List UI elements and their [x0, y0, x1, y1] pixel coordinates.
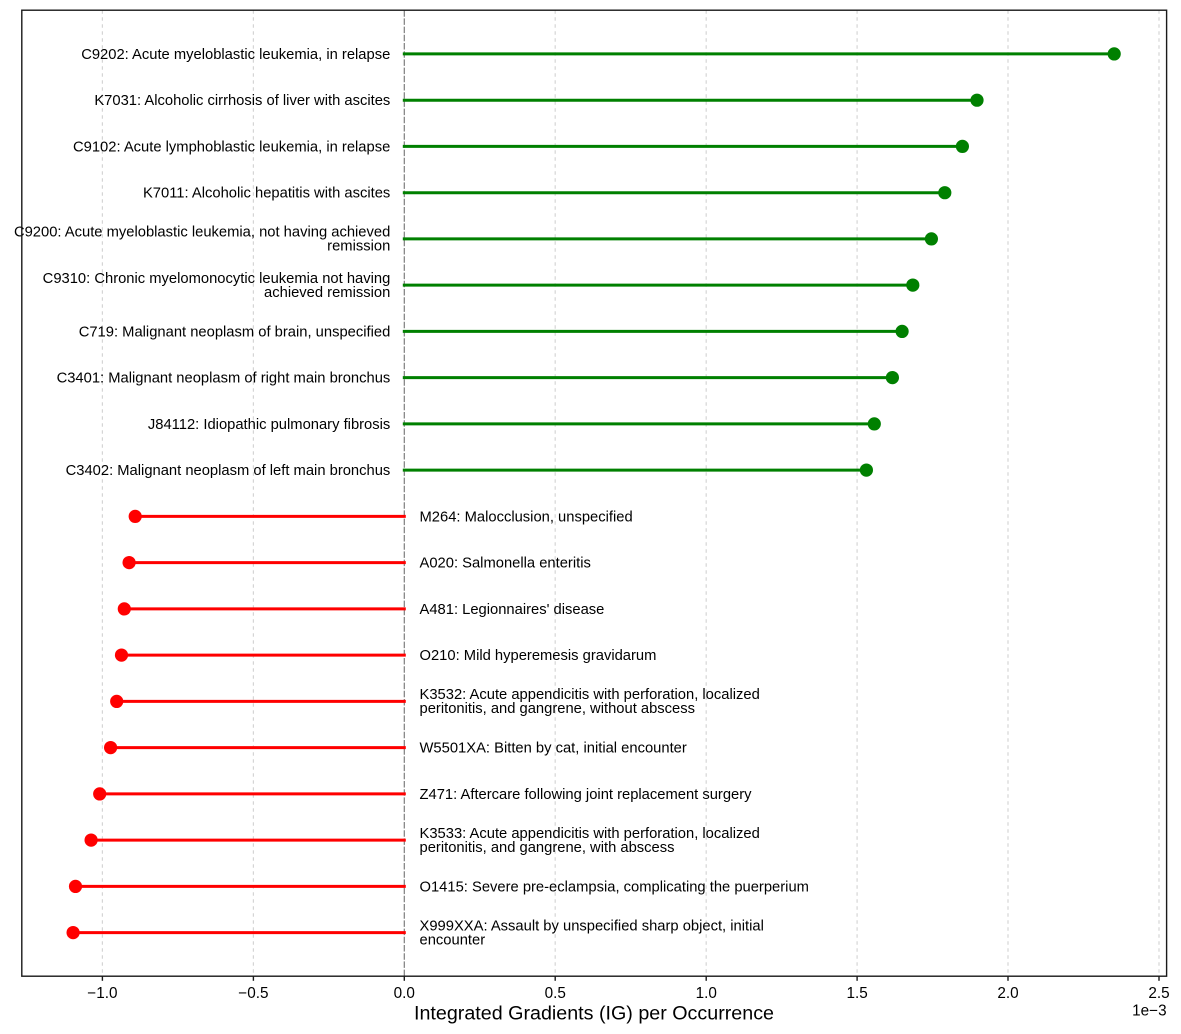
svg-text:1.0: 1.0: [696, 985, 717, 1002]
svg-text:A020: Salmonella enteritis: A020: Salmonella enteritis: [420, 556, 591, 572]
svg-text:K3533: Acute appendicitis with: K3533: Acute appendicitis with perforati…: [420, 826, 760, 842]
svg-text:M264: Malocclusion, unspecifie: M264: Malocclusion, unspecified: [420, 509, 633, 525]
svg-text:Integrated Gradients (IG) per: Integrated Gradients (IG) per Occurrence: [414, 1002, 774, 1024]
svg-text:achieved remission: achieved remission: [264, 285, 390, 301]
svg-text:K7031: Alcoholic cirrhosis of: K7031: Alcoholic cirrhosis of liver with…: [94, 93, 390, 109]
svg-text:−1.0: −1.0: [87, 985, 117, 1002]
svg-text:2.5: 2.5: [1148, 985, 1169, 1002]
svg-text:O1415: Severe pre-eclampsia, c: O1415: Severe pre-eclampsia, complicatin…: [420, 879, 809, 895]
svg-text:peritonitis, and gangrene, wit: peritonitis, and gangrene, with abscess: [420, 840, 675, 856]
svg-text:Z471: Aftercare following join: Z471: Aftercare following joint replacem…: [420, 787, 753, 803]
svg-text:C9202: Acute myeloblastic leuk: C9202: Acute myeloblastic leukemia, in r…: [81, 47, 390, 63]
svg-text:C3402: Malignant neoplasm of l: C3402: Malignant neoplasm of left main b…: [66, 463, 391, 479]
svg-text:C3401: Malignant neoplasm of r: C3401: Malignant neoplasm of right main …: [57, 371, 391, 387]
svg-text:J84112: Idiopathic pulmonary f: J84112: Idiopathic pulmonary fibrosis: [148, 417, 390, 433]
svg-text:K3532: Acute appendicitis with: K3532: Acute appendicitis with perforati…: [420, 687, 760, 703]
svg-text:C9200: Acute myeloblastic leuk: C9200: Acute myeloblastic leukemia, not …: [14, 225, 390, 241]
svg-text:K7011: Alcoholic hepatitis wit: K7011: Alcoholic hepatitis with ascites: [143, 186, 390, 202]
svg-text:2.0: 2.0: [997, 985, 1018, 1002]
svg-text:A481: Legionnaires' disease: A481: Legionnaires' disease: [420, 602, 605, 618]
svg-text:C719: Malignant neoplasm of br: C719: Malignant neoplasm of brain, unspe…: [79, 324, 391, 340]
svg-text:1.5: 1.5: [846, 985, 867, 1002]
svg-text:C9102: Acute lymphoblastic leu: C9102: Acute lymphoblastic leukemia, in …: [73, 139, 390, 155]
svg-text:C9310: Chronic myelomonocytic: C9310: Chronic myelomonocytic leukemia n…: [43, 271, 391, 287]
svg-text:X999XXA: Assault by unspecifie: X999XXA: Assault by unspecified sharp ob…: [420, 918, 764, 934]
svg-text:O210: Mild hyperemesis gravida: O210: Mild hyperemesis gravidarum: [420, 648, 657, 664]
svg-text:0.0: 0.0: [394, 985, 415, 1002]
svg-text:W5501XA: Bitten by cat, initia: W5501XA: Bitten by cat, initial encounte…: [420, 741, 687, 757]
svg-text:0.5: 0.5: [545, 985, 566, 1002]
svg-text:remission: remission: [327, 239, 390, 255]
svg-text:1e−3: 1e−3: [1132, 1003, 1166, 1020]
svg-text:encounter: encounter: [420, 932, 486, 948]
svg-text:−0.5: −0.5: [238, 985, 268, 1002]
svg-text:peritonitis, and gangrene, wit: peritonitis, and gangrene, without absce…: [420, 701, 696, 717]
